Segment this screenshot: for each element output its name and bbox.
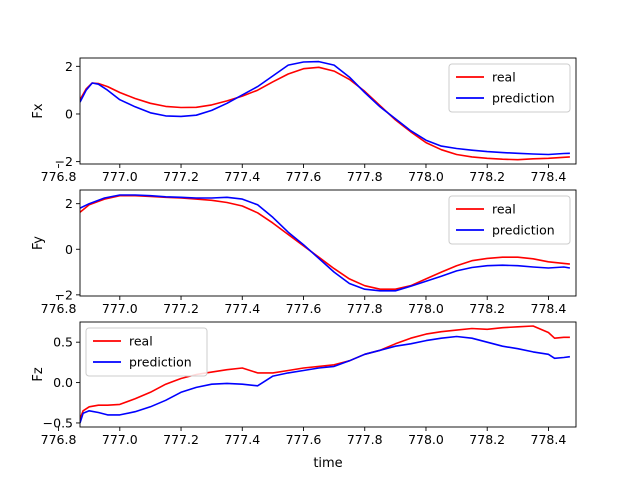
axes-frame <box>79 321 577 428</box>
x-tick-label: 777.2 <box>163 301 199 316</box>
legend-label-prediction: prediction <box>129 355 192 370</box>
y-axis-title: Fy <box>31 236 46 250</box>
legend: real prediction <box>448 63 571 113</box>
x-tick-label: 777.6 <box>286 169 322 184</box>
x-tick-label: 777.8 <box>347 432 383 447</box>
x-tick-label: 777.6 <box>286 301 322 316</box>
legend-box <box>448 63 571 113</box>
x-tick-label: 778.4 <box>531 169 567 184</box>
y-tick-label: −2 <box>55 154 73 169</box>
x-tick-label: 778.0 <box>408 301 444 316</box>
subplots: 776.8 777.0 777.2 777.4 777.6 777.8 778.0 778.2… <box>31 57 577 447</box>
x-tick-label: 778.2 <box>469 301 505 316</box>
x-tick-label: 777.6 <box>286 432 322 447</box>
x-tick-label: 777.0 <box>102 301 138 316</box>
y-tick-label: 0.5 <box>53 335 73 350</box>
axes-frame <box>79 189 577 297</box>
x-tick-label: 777.8 <box>347 301 383 316</box>
y-axis-title: Fx <box>31 103 46 118</box>
axes-frame <box>79 57 577 165</box>
y-tick-label: 0 <box>65 242 73 257</box>
legend: real prediction <box>85 327 208 377</box>
y-tick-label: 0 <box>65 106 73 121</box>
x-tick-label: 777.2 <box>163 169 199 184</box>
x-tick-label: 777.4 <box>224 432 260 447</box>
legend-box <box>85 327 208 377</box>
x-tick-label: 778.0 <box>408 432 444 447</box>
y-tick-label: 2 <box>65 59 73 74</box>
y-tick-label: −0.5 <box>43 415 73 430</box>
legend-label-real: real <box>492 70 516 85</box>
subplot-2: 776.8 777.0 777.2 777.4 777.6 777.8 778.0 778.2… <box>31 189 577 316</box>
x-tick-label: 777.0 <box>102 169 138 184</box>
legend: real prediction <box>448 195 571 245</box>
x-tick-label: 778.2 <box>469 432 505 447</box>
x-tick-label: 776.8 <box>41 432 77 447</box>
series-line-real <box>80 325 570 420</box>
y-tick-label: −2 <box>55 287 73 302</box>
subplot-1: 776.8 777.0 777.2 777.4 777.6 777.8 778.0 778.2… <box>31 57 577 184</box>
subplot-3: 776.8 777.0 777.2 777.4 777.6 777.8 778.0 778.2… <box>31 321 577 447</box>
series-line-prediction <box>80 335 571 424</box>
legend-box <box>448 195 571 245</box>
x-tick-label: 777.0 <box>102 432 138 447</box>
x-tick-label: 777.2 <box>163 432 199 447</box>
x-tick-label: 777.4 <box>224 301 260 316</box>
x-tick-label: 778.2 <box>469 169 505 184</box>
legend-label-real: real <box>129 334 153 349</box>
x-tick-label: 776.8 <box>41 301 77 316</box>
x-tick-label: 778.4 <box>531 301 567 316</box>
x-tick-label: 776.8 <box>41 169 77 184</box>
series-line-prediction <box>80 60 570 156</box>
legend-label-prediction: prediction <box>492 91 555 106</box>
x-tick-label: 778.0 <box>408 169 444 184</box>
y-axis-title: Fz <box>31 367 46 381</box>
series-line-prediction <box>80 194 571 292</box>
series-line-real <box>80 66 570 161</box>
legend-label-real: real <box>492 202 516 217</box>
x-tick-label: 777.8 <box>347 169 383 184</box>
x-axis-title: time <box>313 456 342 471</box>
y-tick-label: 2 <box>65 196 73 211</box>
x-tick-label: 778.4 <box>531 432 567 447</box>
y-tick-label: 0.0 <box>53 375 73 390</box>
legend-label-prediction: prediction <box>492 223 555 238</box>
x-tick-label: 777.4 <box>224 169 260 184</box>
